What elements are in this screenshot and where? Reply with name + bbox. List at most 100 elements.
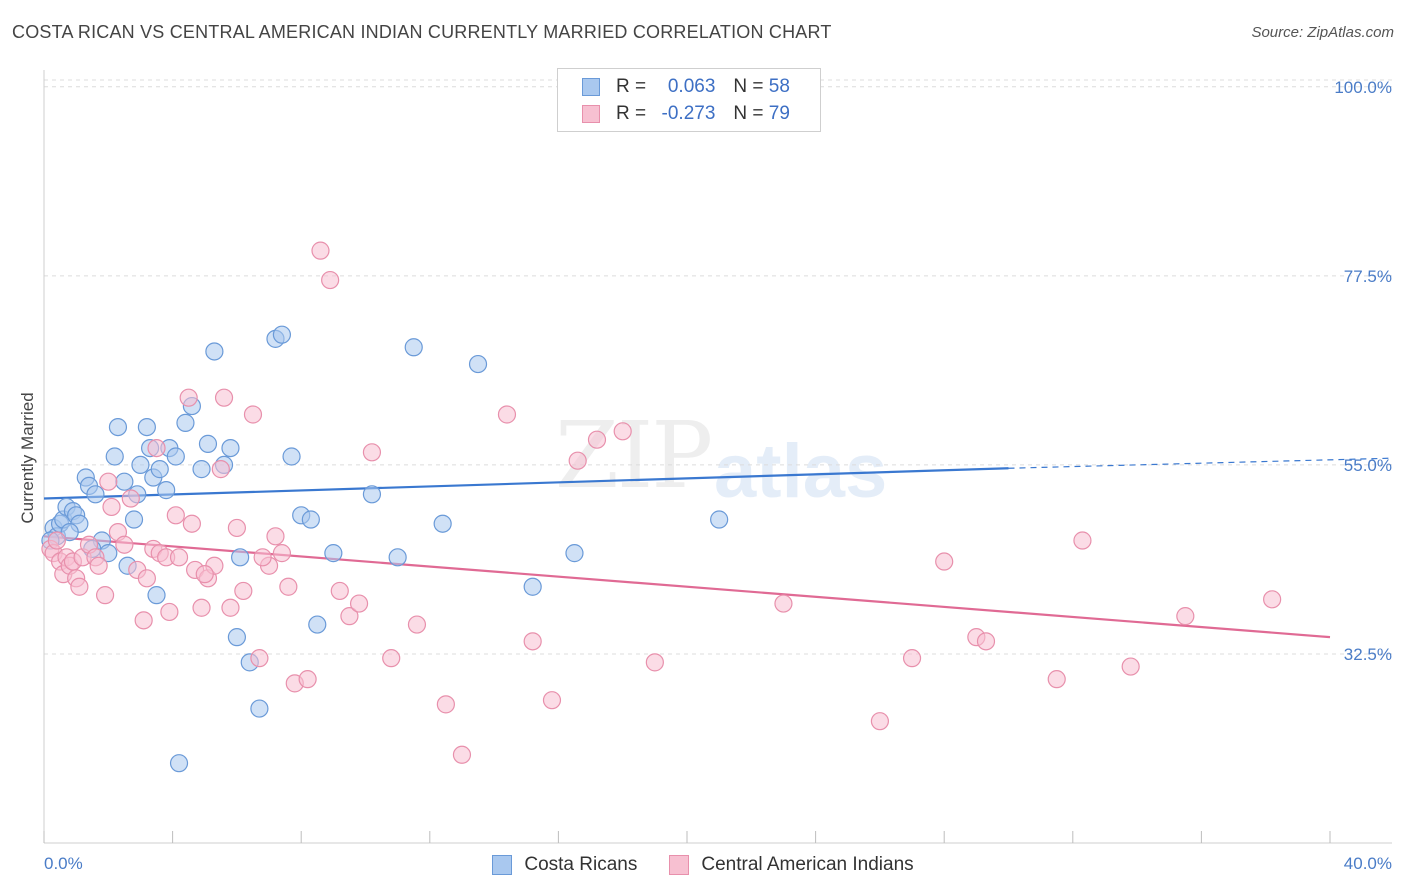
legend-n-label: N = [733, 103, 764, 124]
central-american-indians-point [102, 497, 121, 517]
legend-swatch [669, 855, 690, 875]
legend-r-label: R = [616, 103, 647, 124]
central-american-indians-point [311, 241, 330, 260]
data-points [41, 241, 1282, 773]
central-american-indians-point [568, 451, 587, 470]
central-american-indians-point [47, 531, 66, 550]
central-american-indians-point [407, 615, 427, 634]
costa-ricans-point [124, 510, 144, 529]
costa-ricans-point [150, 460, 169, 479]
central-american-indians-point [227, 518, 246, 538]
central-american-indians-point [645, 653, 664, 672]
legend-r-value: 0.063 [667, 76, 716, 97]
y-tick-label: 55.0% [1344, 456, 1392, 475]
x-tick-label: 0.0% [44, 854, 83, 873]
legend-swatch-central-american-indians [582, 105, 600, 123]
central-american-indians-point [1263, 590, 1282, 609]
costa-ricans-point [157, 481, 176, 500]
legend-row-central-american-indians: R = -0.273 N = 79 [582, 102, 790, 126]
central-american-indians-point [160, 602, 179, 622]
central-american-indians-point [166, 506, 185, 525]
central-american-indians-point [243, 405, 263, 424]
central-american-indians-point [272, 544, 292, 563]
central-american-indians-point [214, 388, 234, 407]
costa-ricans-point [231, 548, 250, 567]
central-american-indians-point [340, 607, 359, 626]
costa-ricans-point [710, 510, 729, 529]
legend-n-value: 79 [768, 103, 790, 124]
costa-ricans-trend-line [43, 467, 1009, 500]
central-american-indians-point [935, 552, 954, 571]
central-american-indians-point [234, 581, 253, 601]
costa-ricans-point [147, 586, 166, 605]
central-american-indians-point [321, 270, 340, 290]
central-american-indians-point [1176, 607, 1195, 626]
costa-ricans-point [115, 472, 134, 491]
central-american-indians-point [89, 556, 108, 575]
central-american-indians-point [774, 594, 793, 613]
central-american-indians-point [362, 443, 382, 462]
central-american-indians-point [523, 632, 542, 651]
costa-ricans-point [176, 413, 195, 432]
central-american-indians-point [134, 611, 153, 630]
costa-ricans-point [250, 699, 269, 718]
central-american-indians-point [279, 577, 298, 596]
y-tick-label: 100.0% [1334, 78, 1392, 97]
chart-title: COSTA RICAN VS CENTRAL AMERICAN INDIAN C… [12, 22, 832, 42]
central-american-indians-point [192, 598, 211, 617]
y-tick-label: 77.5% [1344, 267, 1392, 286]
costa-ricans-point [108, 417, 128, 437]
central-american-indians-point [902, 649, 922, 668]
legend-row-costa-ricans: R = 0.063 N = 58 [582, 75, 790, 99]
central-american-indians-point [147, 438, 166, 458]
central-american-indians-point [70, 577, 89, 596]
grid-lines [44, 79, 1392, 655]
central-american-indians-point [221, 598, 240, 617]
legend-swatch [492, 855, 513, 875]
legend-swatch-costa-ricans [582, 78, 600, 96]
central-american-indians-point [169, 548, 189, 567]
costa-ricans-point [169, 754, 189, 773]
costa-ricans-point [166, 447, 185, 466]
central-american-indians-point [115, 535, 134, 554]
costa-ricans-point [198, 434, 218, 453]
central-american-indians-point [382, 649, 401, 668]
costa-ricans-point [301, 510, 320, 529]
costa-ricans-point [221, 438, 240, 458]
watermark-atlas: atlas [714, 429, 888, 514]
legend-n-label: N = [733, 76, 764, 97]
central-american-indians-point [613, 422, 632, 441]
legend-label: Costa Ricans [524, 854, 638, 875]
central-american-indians-point [587, 430, 607, 449]
costa-ricans-point [324, 544, 343, 563]
costa-ricans-point [137, 417, 156, 437]
costa-ricans-point [468, 354, 488, 374]
central-american-indians-point [1073, 531, 1092, 550]
central-american-indians-point [250, 649, 269, 668]
central-american-indians-point [99, 472, 118, 491]
y-tick-label: 32.5% [1344, 645, 1392, 664]
source-label: Source: ZipAtlas.com [1251, 24, 1394, 41]
tick-labels: 32.5% 55.0% 77.5% 100.0% 0.0% 40.0% [44, 78, 1392, 873]
costa-ricans-point [433, 514, 452, 533]
central-american-indians-point [497, 405, 517, 424]
costa-ricans-point [565, 544, 584, 563]
central-american-indians-point [195, 565, 214, 584]
central-american-indians-point [870, 712, 890, 731]
legend-r-label: R = [616, 76, 647, 97]
central-american-indians-point [349, 594, 369, 613]
costa-ricans-point [131, 455, 150, 475]
costa-ricans-point [205, 342, 224, 361]
central-american-indians-point [298, 670, 317, 689]
central-american-indians-point [182, 514, 201, 533]
central-american-indians-point [137, 569, 156, 588]
central-american-indians-point [542, 691, 562, 710]
costa-ricans-point [282, 447, 301, 466]
costa-ricans-point [404, 338, 423, 357]
central-american-indians-point [976, 632, 996, 651]
stats-legend: R = 0.063 N = 58 R = -0.273 N = 79 [557, 68, 821, 132]
series-legend: Costa Ricans Central American Indians [0, 852, 1406, 878]
central-american-indians-point [330, 581, 349, 601]
legend-r-value: -0.273 [661, 103, 716, 124]
costa-ricans-trend-extension [1008, 457, 1393, 469]
